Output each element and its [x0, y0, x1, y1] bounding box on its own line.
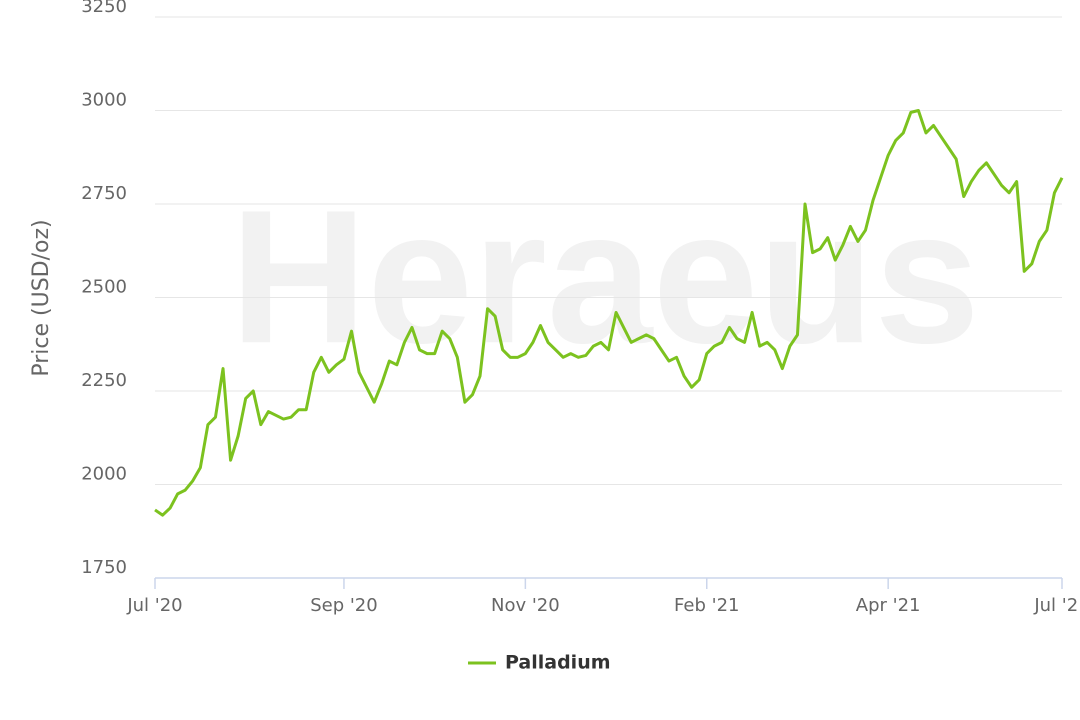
x-tick-label: Jul '20: [126, 595, 182, 616]
y-axis-title: Price (USD/oz): [29, 219, 54, 376]
x-tick-label: Feb '21: [674, 595, 739, 616]
y-tick-label: 1750: [81, 557, 127, 578]
x-tick-label: Nov '20: [491, 595, 560, 616]
y-tick-label: 3000: [81, 90, 127, 111]
y-tick-label: 2750: [81, 183, 127, 204]
watermark: Heraeus: [230, 171, 980, 383]
x-tick-label: Jul '21: [1033, 595, 1080, 616]
legend-label: Palladium: [505, 652, 611, 674]
series-line: [154, 109, 1064, 517]
y-tick-label: 2250: [81, 370, 127, 391]
y-tick-label: 2000: [81, 464, 127, 485]
x-tick-label: Sep '20: [310, 595, 378, 616]
y-tick-label: 3250: [81, 0, 127, 17]
y-tick-label: 2500: [81, 277, 127, 298]
x-tick-label: Apr '21: [856, 595, 921, 616]
